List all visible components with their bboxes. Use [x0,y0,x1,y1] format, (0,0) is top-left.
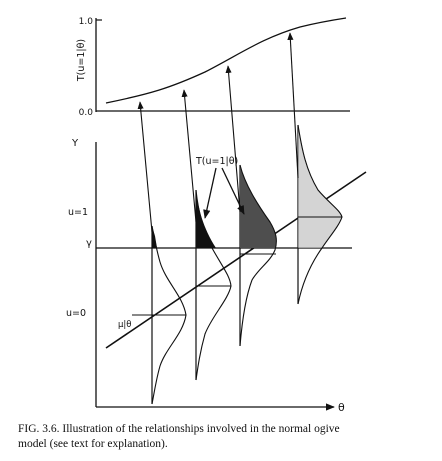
caption-line-1: FIG. 3.6. Illustration of the relationsh… [18,423,340,435]
label-mu-theta: μ|θ [118,320,131,330]
projection-arrows [137,32,299,233]
arrow-1 [137,101,153,233]
main-panel: Y θ u=1 γ u=0 μ|θ [66,32,367,414]
annotation-label: T(u=1|θ) [195,156,238,167]
arrow-2 [181,89,197,223]
distribution-3 [239,164,277,347]
dist3-density [239,164,277,347]
distribution-1 [132,225,187,405]
top-y-axis-label: T(u=1|θ) [76,39,87,82]
main-y-axis-label: Y [71,138,79,149]
label-gamma: γ [86,238,92,249]
top-tick-label-0: 0.0 [79,108,94,118]
dist3-shaded-tail [240,165,277,248]
label-u0: u=0 [66,308,86,319]
label-u1: u=1 [68,207,88,218]
arrow-4 [287,32,299,179]
distribution-4 [297,124,343,305]
top-tick-label-1: 1.0 [79,17,94,27]
annotation-pointer-2 [221,167,245,215]
figure-caption: FIG. 3.6. Illustration of the relationsh… [18,422,428,452]
distribution-2 [195,189,232,381]
arrow-3 [225,65,241,213]
dist2-shaded-tail [196,190,216,248]
main-x-axis-label: θ [338,401,345,414]
dist2-density [195,189,232,381]
ogive-curve [105,17,347,104]
top-panel: 1.0 0.0 T(u=1|θ) [76,17,350,118]
annotation-pointer-1 [203,167,217,219]
caption-line-2: model (see text for explanation). [18,438,168,450]
